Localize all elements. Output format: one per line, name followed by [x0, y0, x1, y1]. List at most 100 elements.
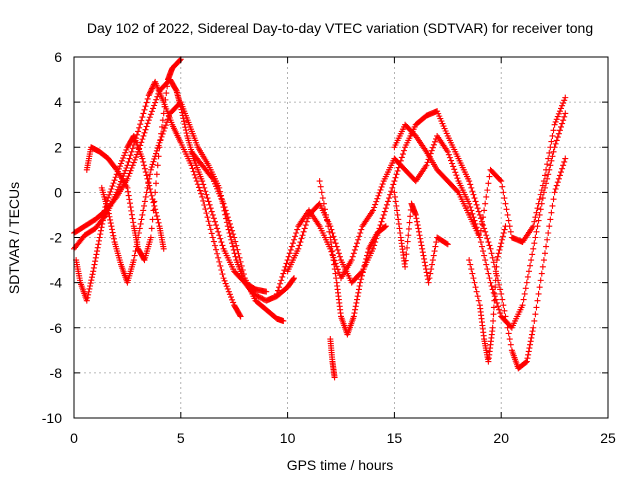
data-point	[127, 204, 134, 211]
data-point	[503, 206, 510, 213]
data-point	[124, 162, 131, 169]
data-point	[160, 128, 167, 135]
data-point	[500, 189, 507, 196]
data-point	[407, 213, 414, 220]
data-point	[360, 266, 367, 273]
data-point	[389, 184, 396, 191]
data-point	[443, 240, 450, 247]
data-point	[482, 200, 489, 207]
data-point	[429, 257, 436, 264]
data-point	[106, 213, 113, 220]
data-point	[429, 144, 436, 151]
data-point	[492, 277, 499, 284]
y-tick-label: -6	[50, 320, 63, 336]
data-point	[354, 296, 361, 303]
data-point	[541, 250, 548, 257]
data-point	[211, 218, 218, 225]
data-point	[140, 158, 147, 165]
data-point	[153, 171, 160, 178]
data-point	[522, 285, 529, 292]
data-point	[223, 283, 230, 290]
data-point	[94, 248, 101, 255]
data-point	[218, 239, 225, 246]
data-point	[402, 257, 409, 264]
data-point	[148, 108, 155, 115]
data-point	[279, 273, 286, 280]
data-point	[421, 259, 428, 266]
data-point	[106, 191, 113, 198]
data-point	[126, 170, 133, 177]
data-point	[401, 147, 408, 154]
data-point	[181, 118, 188, 125]
data-point	[448, 157, 455, 164]
data-point	[381, 208, 388, 215]
data-point	[330, 257, 337, 264]
data-point	[100, 214, 107, 221]
data-point	[551, 121, 558, 128]
data-point	[293, 229, 300, 236]
data-point	[142, 103, 149, 110]
data-point	[430, 252, 437, 259]
data-point	[142, 169, 149, 176]
data-point	[232, 253, 239, 260]
data-point	[528, 334, 535, 341]
data-point	[418, 242, 425, 249]
data-point	[547, 144, 554, 151]
data-point	[403, 251, 410, 258]
data-point	[86, 285, 93, 292]
data-point	[352, 303, 359, 310]
data-point	[107, 216, 114, 223]
data-point	[143, 123, 150, 130]
data-point	[297, 239, 304, 246]
data-point	[504, 211, 511, 218]
data-point	[144, 95, 151, 102]
data-point	[208, 230, 215, 237]
data-point	[234, 246, 241, 253]
data-point	[108, 223, 115, 230]
data-point	[533, 209, 540, 216]
data-point	[93, 251, 100, 258]
data-point	[150, 207, 157, 214]
data-point	[361, 262, 368, 269]
data-point	[540, 178, 547, 185]
data-point	[111, 177, 118, 184]
data-point	[554, 134, 561, 141]
data-point	[126, 196, 133, 203]
data-point	[149, 216, 156, 223]
data-point	[90, 264, 97, 271]
data-point	[499, 183, 506, 190]
data-point	[292, 233, 299, 240]
data-point	[130, 159, 137, 166]
data-point	[532, 234, 539, 241]
data-point	[490, 259, 497, 266]
data-point	[206, 201, 213, 208]
data-point	[136, 124, 143, 131]
data-point	[229, 227, 236, 234]
data-point	[404, 244, 411, 251]
data-point	[146, 175, 153, 182]
data-point	[217, 235, 224, 242]
data-point	[85, 288, 92, 295]
data-point	[134, 131, 141, 138]
data-point	[505, 330, 512, 337]
data-point	[194, 181, 201, 188]
data-point	[230, 231, 237, 238]
data-point	[472, 198, 479, 205]
data-point	[358, 272, 365, 279]
data-point	[128, 165, 135, 172]
data-point	[378, 183, 385, 190]
data-point	[362, 259, 369, 266]
data-point	[201, 202, 208, 209]
data-point	[430, 141, 437, 148]
data-point	[494, 303, 501, 310]
data-point	[159, 130, 166, 137]
data-point	[527, 341, 534, 348]
data-point	[317, 183, 324, 190]
data-point	[148, 192, 155, 199]
data-point	[145, 117, 152, 124]
data-point	[124, 175, 131, 182]
data-point	[475, 297, 482, 304]
data-point	[497, 243, 504, 250]
series-sat-g	[284, 108, 569, 372]
data-point	[350, 313, 357, 320]
